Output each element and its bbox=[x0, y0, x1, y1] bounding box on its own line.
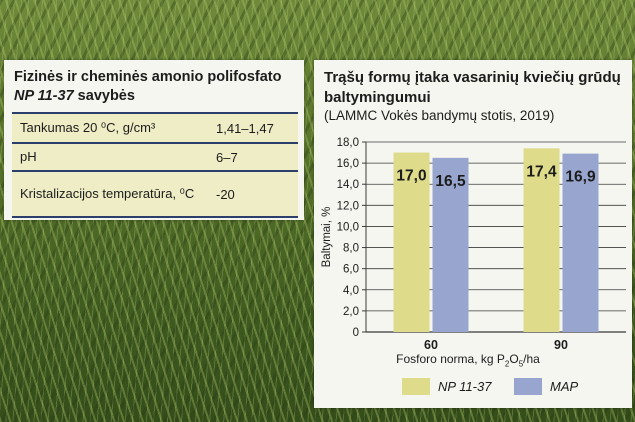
y-tick-label: 8,0 bbox=[343, 243, 359, 255]
data-label: 17,0 bbox=[396, 168, 426, 185]
data-label: 16,5 bbox=[435, 173, 466, 190]
chart-subtitle: (LAMMC Vokės bandymų stotis, 2019) bbox=[324, 108, 555, 123]
table-cell-label: Tankumas 20 ⁰C, g/cm³ bbox=[20, 120, 156, 135]
y-axis-label: Baltymai, % bbox=[321, 207, 333, 268]
table-cell-value: -20 bbox=[216, 186, 235, 202]
y-tick-label: 6,0 bbox=[343, 264, 359, 276]
y-tick-label: 12,0 bbox=[337, 200, 359, 212]
bar-np-90 bbox=[523, 148, 560, 332]
y-tick-label: 0 bbox=[353, 327, 359, 339]
legend-item-map: MAP bbox=[514, 378, 578, 395]
legend-item-np: NP 11-37 bbox=[402, 378, 491, 395]
properties-title: Fizinės ir cheminės amonio polifosfato N… bbox=[14, 68, 299, 106]
properties-title-product: NP 11-37 bbox=[14, 88, 74, 104]
table-cell-value: 6–7 bbox=[216, 149, 238, 165]
y-tick-label: 4,0 bbox=[343, 285, 359, 297]
bar-chart: 0 2,0 4,0 6,0 8,0 10,0 12,0 14,0 16,0 18,0 Baltyma… bbox=[321, 137, 626, 352]
y-tick-label: 18,0 bbox=[337, 137, 359, 149]
bar-map-60 bbox=[432, 157, 469, 332]
table-row: Kristalizacijos temperatūra, ⁰C -20 bbox=[12, 172, 298, 218]
data-label: 17,4 bbox=[526, 163, 557, 180]
y-tick-label: 14,0 bbox=[337, 179, 359, 191]
legend-label-np: NP 11-37 bbox=[438, 379, 492, 394]
chart-panel: Trąšų formų įtaka vasarinių kviečių grūd… bbox=[314, 60, 632, 408]
properties-table: Tankumas 20 ⁰C, g/cm³ 1,41–1,47 pH 6–7 K… bbox=[12, 112, 298, 218]
table-cell-value: 1,41–1,47 bbox=[216, 120, 274, 136]
properties-panel: Fizinės ir cheminės amonio polifosfato N… bbox=[4, 60, 304, 220]
properties-title-line1: Fizinės ir cheminės amonio polifosfato bbox=[14, 69, 282, 85]
table-row: pH 6–7 bbox=[12, 144, 298, 172]
table-cell-label: Kristalizacijos temperatūra, ⁰C bbox=[20, 186, 195, 201]
chart-title: Trąšų formų įtaka vasarinių kviečių grūd… bbox=[324, 69, 621, 106]
properties-title-rest: savybės bbox=[73, 88, 135, 104]
y-tick-label: 10,0 bbox=[337, 221, 359, 233]
x-tick-label: 90 bbox=[554, 338, 568, 352]
x-tick-label: 60 bbox=[424, 338, 438, 352]
y-tick-label: 2,0 bbox=[343, 306, 359, 318]
legend-swatch-map bbox=[514, 378, 542, 395]
legend-label-map: MAP bbox=[550, 379, 579, 394]
legend-swatch-np bbox=[402, 378, 430, 395]
y-tick-label: 16,0 bbox=[337, 158, 359, 170]
table-cell-label: pH bbox=[20, 149, 37, 164]
bar-np-60 bbox=[393, 152, 430, 332]
table-row: Tankumas 20 ⁰C, g/cm³ 1,41–1,47 bbox=[12, 114, 298, 144]
bar-map-90 bbox=[562, 153, 599, 332]
x-axis-label: Fosforo norma, kg P2O5/ha bbox=[396, 352, 540, 369]
data-label: 16,9 bbox=[565, 169, 596, 186]
